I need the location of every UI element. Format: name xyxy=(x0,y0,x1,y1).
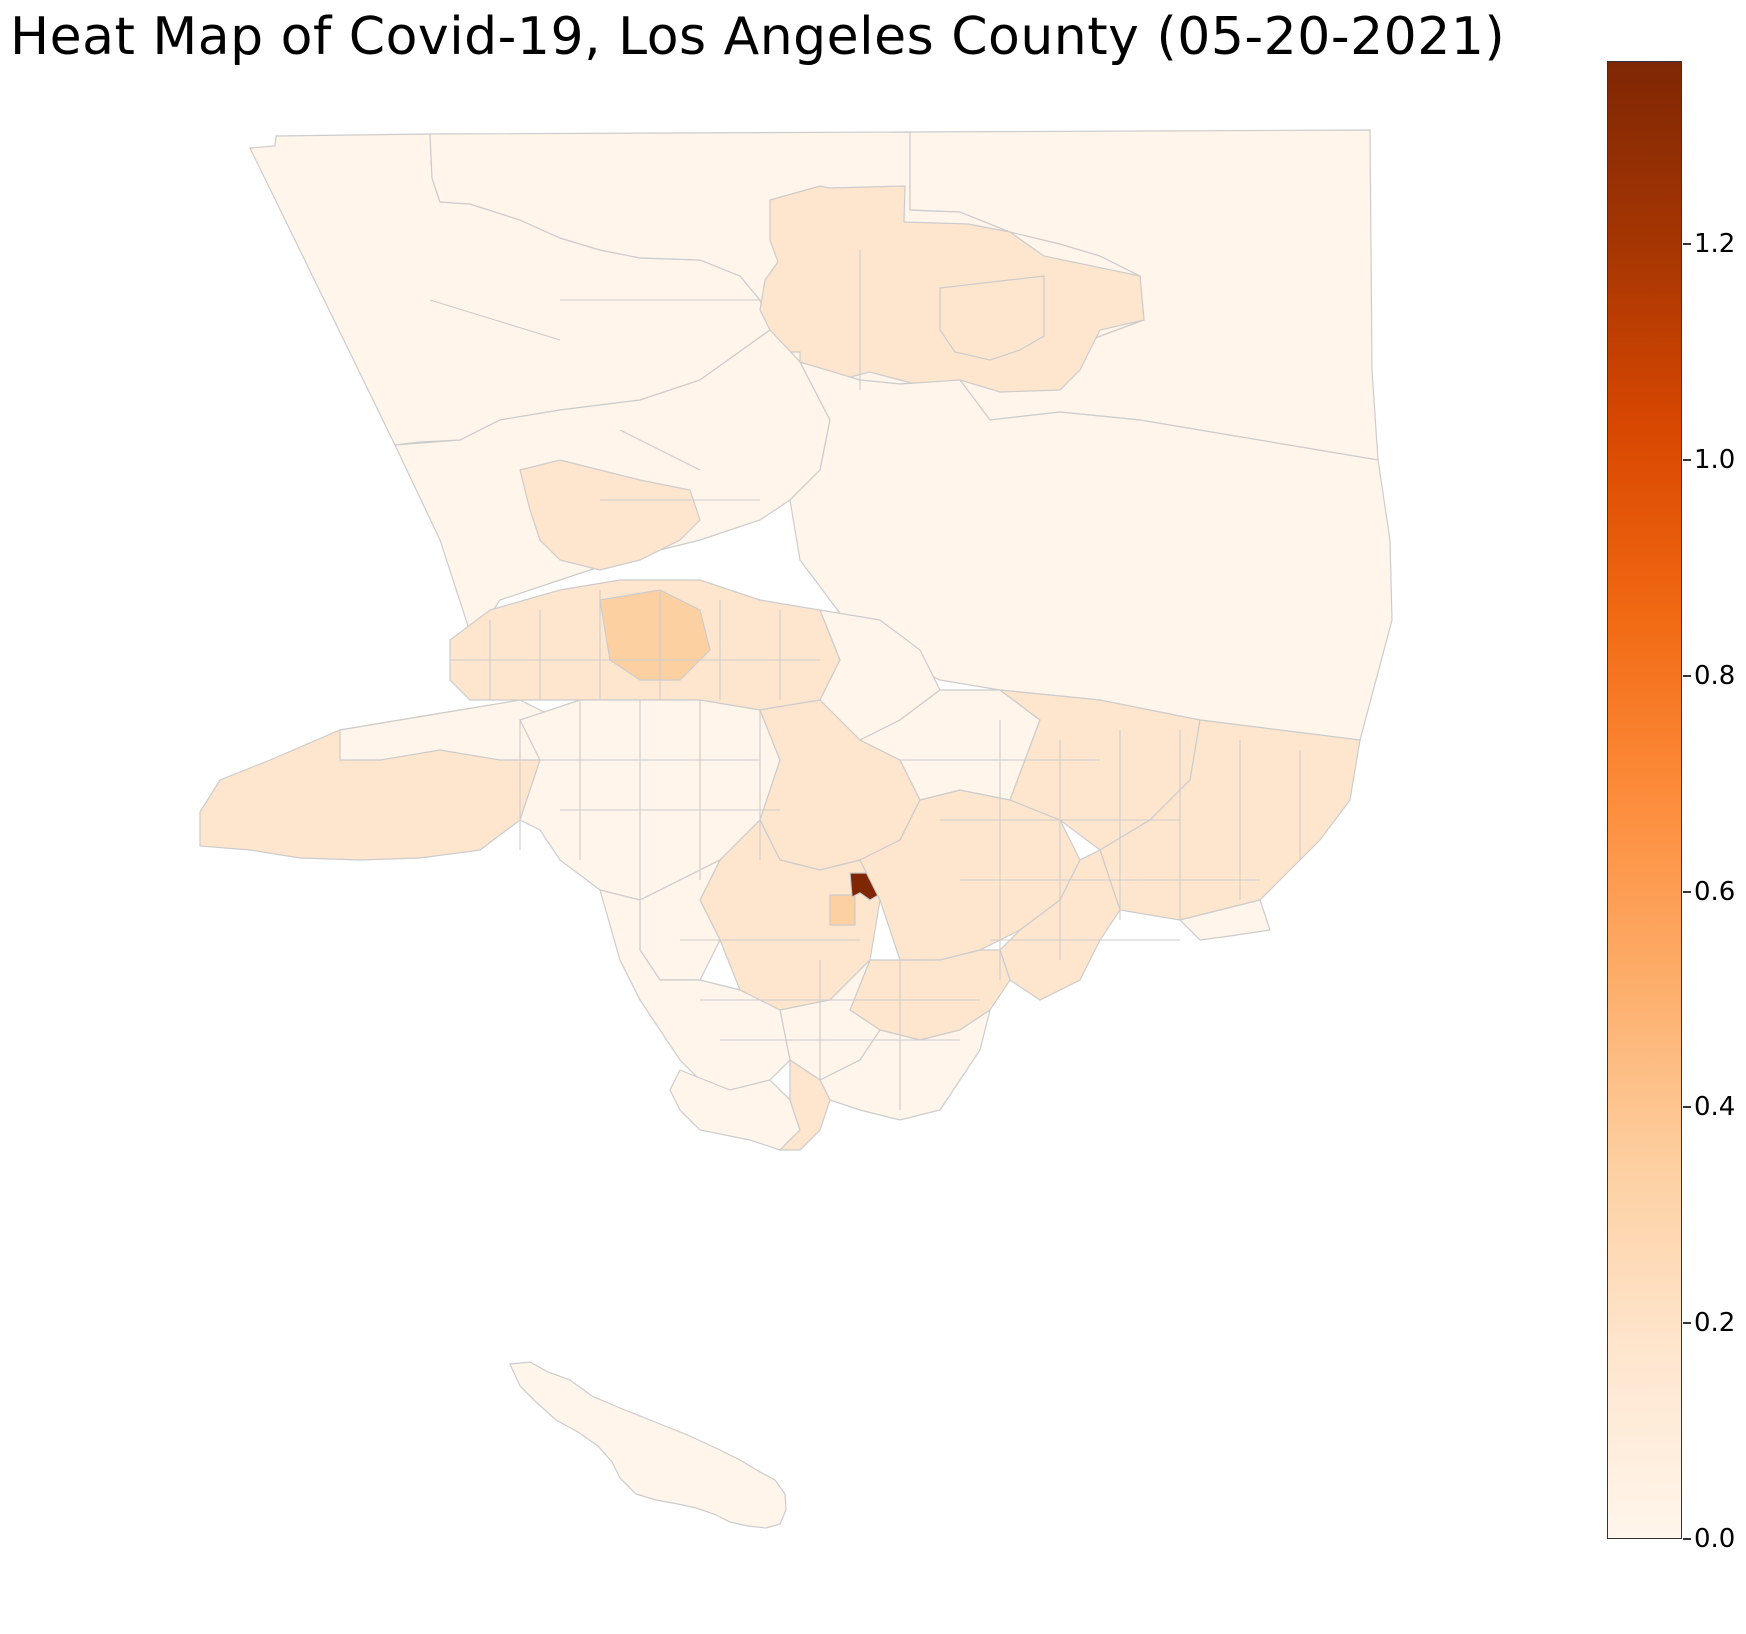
colorbar-tick-label: 0.8 xyxy=(1694,660,1736,691)
map-title: Heat Map of Covid-19, Los Angeles County… xyxy=(10,7,1506,67)
colorbar-tick-label: 0.0 xyxy=(1694,1524,1736,1554)
colorbar-tick-label: 0.4 xyxy=(1694,1092,1736,1123)
colorbar xyxy=(1607,61,1682,1539)
colorbar-tick-label: 1.0 xyxy=(1694,445,1736,476)
region-catalina-island xyxy=(509,1361,787,1529)
colorbar-tick-label: 1.2 xyxy=(1694,229,1736,260)
region-pomona xyxy=(1178,899,1271,941)
colorbar-tick xyxy=(1683,1322,1691,1325)
colorbar-tick xyxy=(1683,890,1691,893)
colorbar-tick xyxy=(1683,1106,1691,1109)
region-secondary-hotspot xyxy=(829,894,856,926)
region-palmdale xyxy=(939,275,1045,361)
colorbar-tick xyxy=(1683,1538,1691,1540)
colorbar-tick-label: 0.6 xyxy=(1694,876,1736,907)
colorbar-tick xyxy=(1683,459,1691,462)
region-pacoima xyxy=(599,589,711,681)
colorbar-tick xyxy=(1683,243,1691,246)
region-santa-clarita xyxy=(519,459,701,571)
colorbar-tick-label: 0.2 xyxy=(1694,1308,1736,1339)
region-san-pedro xyxy=(778,1058,831,1151)
region-long-beach xyxy=(819,1008,991,1121)
colorbar-tick xyxy=(1683,674,1691,677)
